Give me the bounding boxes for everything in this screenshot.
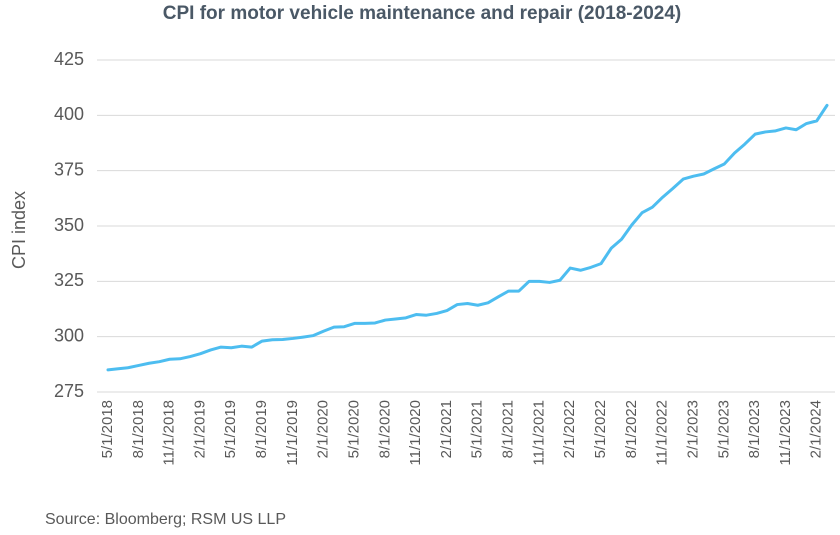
y-tick-label: 325 [54, 270, 84, 290]
x-tick-label: 5/1/2023 [715, 400, 732, 458]
x-tick-label: 8/1/2021 [500, 400, 517, 458]
x-tick-label: 2/1/2019 [191, 400, 208, 458]
x-tick-label: 5/1/2018 [99, 400, 116, 458]
x-tick-label: 8/1/2019 [253, 400, 270, 458]
x-tick-label: 8/1/2018 [130, 400, 147, 458]
x-tick-label: 11/1/2019 [284, 400, 301, 466]
x-tick-label: 2/1/2021 [438, 400, 455, 458]
x-tick-label: 8/1/2023 [746, 400, 763, 458]
x-tick-label: 2/1/2023 [684, 400, 701, 458]
y-tick-label: 300 [54, 325, 84, 345]
y-tick-label: 350 [54, 215, 84, 235]
x-tick-label: 11/1/2021 [530, 400, 547, 466]
x-tick-label: 11/1/2018 [161, 400, 178, 466]
y-tick-label: 375 [54, 159, 84, 179]
x-tick-label: 2/1/2020 [315, 400, 332, 458]
x-tick-label: 8/1/2020 [376, 400, 393, 458]
line-series [106, 103, 829, 372]
x-tick-label: 11/1/2022 [654, 400, 671, 466]
chart-title: CPI for motor vehicle maintenance and re… [163, 3, 681, 24]
x-tick-label: 2/1/2024 [808, 400, 825, 458]
x-tick-label: 5/1/2022 [592, 400, 609, 458]
x-tick-label: 5/1/2019 [222, 400, 239, 458]
x-tick-label: 11/1/2020 [407, 400, 424, 466]
x-tick-label: 5/1/2021 [469, 400, 486, 458]
y-tick-label: 275 [54, 381, 84, 401]
source-note: Source: Bloomberg; RSM US LLP [45, 511, 286, 528]
x-tick-label: 8/1/2022 [623, 400, 640, 458]
x-tick-label: 11/1/2023 [777, 400, 794, 466]
y-axis-label: CPI index [9, 191, 29, 269]
x-tick-label: 2/1/2022 [561, 400, 578, 458]
y-tick-label: 425 [54, 49, 84, 69]
x-tick-label: 5/1/2020 [345, 400, 362, 458]
y-tick-label: 400 [54, 104, 84, 124]
